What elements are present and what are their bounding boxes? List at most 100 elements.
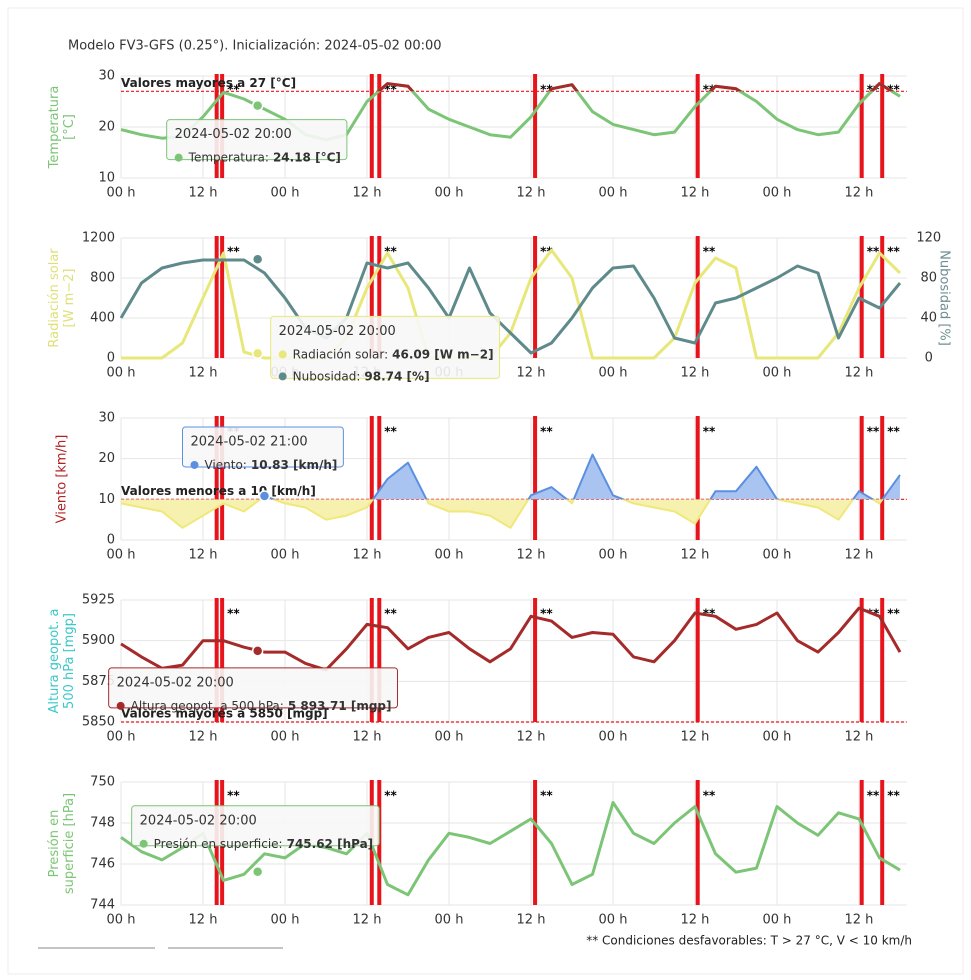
x-tick-label: 12 h: [845, 730, 874, 745]
alert-label: **: [384, 607, 397, 621]
axis-title: Nubosidad [%]: [937, 250, 952, 346]
alert-label: **: [867, 425, 880, 439]
series-line: [120, 801, 901, 897]
tooltip-item: Nubosidad: 98.74 [%]: [293, 369, 430, 383]
x-tick-label: 12 h: [189, 548, 218, 563]
axis-title: [W m−2]: [62, 269, 77, 328]
footer-note: ** Condiciones desfavorables: T > 27 °C,…: [586, 934, 912, 948]
plot-line-label: Valores mayores a 27 [°C]: [121, 76, 296, 90]
hover-marker: [251, 866, 264, 878]
tooltip-item: Altura geopot. a 500 hPa: 5 893.71 [mgp]: [131, 698, 392, 712]
y2-tick-label: 80: [921, 271, 938, 286]
x-tick-label: 12 h: [681, 366, 710, 381]
axis-title: 500 hPa [mgp]: [62, 613, 77, 709]
y-tick-label: 20: [98, 451, 115, 466]
axis-title: Altura geopot. a: [47, 608, 62, 713]
x-tick-label: 12 h: [189, 730, 218, 745]
tooltip-box: [181, 426, 344, 468]
x-tick-label: 12 h: [353, 730, 382, 745]
x-tick-label: 00 h: [271, 913, 300, 928]
plot-line-label: Valores menores a 10 [km/h]: [121, 484, 316, 498]
alert-label: **: [227, 607, 240, 621]
axis-title: Radiación solar: [47, 248, 62, 348]
alert-label: **: [540, 789, 553, 803]
tooltip-value: 745.62 [hPa]: [287, 836, 374, 850]
y-tick-label: 744: [90, 898, 115, 913]
y-tick-label: 5850: [82, 715, 115, 730]
x-tick-label: 12 h: [845, 186, 874, 201]
tooltip-item: Radiación solar: 46.09 [W m−2]: [293, 347, 494, 361]
tooltip-box: [131, 805, 380, 847]
tooltip-item: Viento: 10.83 [km/h]: [204, 457, 337, 471]
alert-label: **: [384, 789, 397, 803]
x-tick-label: 12 h: [845, 913, 874, 928]
x-tick-label: 12 h: [189, 366, 218, 381]
x-tick-label: 12 h: [189, 186, 218, 201]
tooltip-label: Radiación solar:: [293, 347, 388, 361]
alert-label: **: [887, 425, 900, 439]
x-tick-label: 12 h: [517, 730, 546, 745]
y-tick-label: 5925: [82, 593, 115, 608]
y-tick-label: 750: [90, 775, 115, 790]
tooltip: 2024-05-02 20:00 Radiación solar: 46.09 [W…: [270, 315, 501, 383]
alert-label: **: [540, 245, 553, 259]
y2-tick-label: 40: [921, 311, 938, 326]
alert-label: **: [384, 425, 397, 439]
tooltip-dot: [174, 153, 183, 162]
tooltip-dot: [116, 701, 125, 710]
y-tick-label: 5875: [82, 674, 115, 689]
frame: [7, 7, 964, 975]
tooltip-value: 98.74 [%]: [364, 369, 429, 383]
hover-marker: [251, 347, 264, 360]
series-line-below: [121, 499, 884, 529]
x-tick-label: 00 h: [271, 730, 300, 745]
tooltip: 2024-05-02 20:00 Presión en superficie: 74…: [131, 805, 380, 850]
axis-title: [°C]: [62, 114, 77, 140]
x-tick-label: 00 h: [107, 730, 136, 745]
x-tick-label: 12 h: [845, 366, 874, 381]
tooltip-item: Presión en superficie: 745.62 [hPa]: [154, 836, 374, 850]
x-tick-label: 12 h: [681, 730, 710, 745]
tooltip-box: [166, 119, 348, 161]
tooltip-label: Viento:: [204, 457, 246, 471]
y-tick-label: 0: [107, 351, 115, 366]
series-line-above: [258, 453, 901, 500]
tooltip-value: 5 893.71 [mgp]: [288, 698, 392, 712]
x-tick-label: 00 h: [599, 913, 628, 928]
x-tick-label: 12 h: [353, 913, 382, 928]
axis-title: superficie [hPa]: [62, 793, 77, 894]
tooltip-title: 2024-05-02 20:00: [279, 324, 396, 339]
x-tick-label: 00 h: [435, 730, 464, 745]
alert-label: **: [227, 789, 240, 803]
tooltip-value: 24.18 [°C]: [273, 150, 341, 164]
x-tick-label: 12 h: [353, 548, 382, 563]
y-tick-label: 10: [98, 171, 115, 186]
tooltip-box: [270, 315, 501, 379]
y2-tick-label: 120: [916, 231, 941, 246]
tooltip-title: 2024-05-02 20:00: [175, 127, 292, 142]
y-tick-label: 0: [107, 533, 115, 548]
x-tick-label: 12 h: [681, 548, 710, 563]
y-tick-label: 20: [98, 120, 115, 135]
tooltip-label: Nubosidad:: [293, 369, 361, 383]
hover-marker: [251, 645, 264, 657]
x-tick-label: 00 h: [763, 186, 792, 201]
tooltip-value: 10.83 [km/h]: [251, 457, 338, 471]
alert-label: **: [540, 425, 553, 439]
tooltip-dot: [190, 460, 199, 469]
hover-marker: [251, 99, 264, 112]
y-tick-label: 10: [98, 492, 115, 507]
x-tick-label: 00 h: [107, 548, 136, 563]
alert-label: **: [703, 83, 716, 97]
y-tick-label: 800: [90, 271, 115, 286]
axis-title: Viento [km/h]: [55, 435, 70, 524]
tooltip-dot: [278, 350, 287, 359]
series-line: [119, 258, 902, 355]
y-tick-label: 746: [90, 857, 115, 872]
series-line: [120, 82, 901, 142]
y-tick-label: 400: [90, 311, 115, 326]
tooltip: 2024-05-02 20:00 Temperatura: 24.18 [°C]: [166, 119, 348, 164]
x-tick-label: 12 h: [517, 913, 546, 928]
x-tick-label: 12 h: [189, 913, 218, 928]
